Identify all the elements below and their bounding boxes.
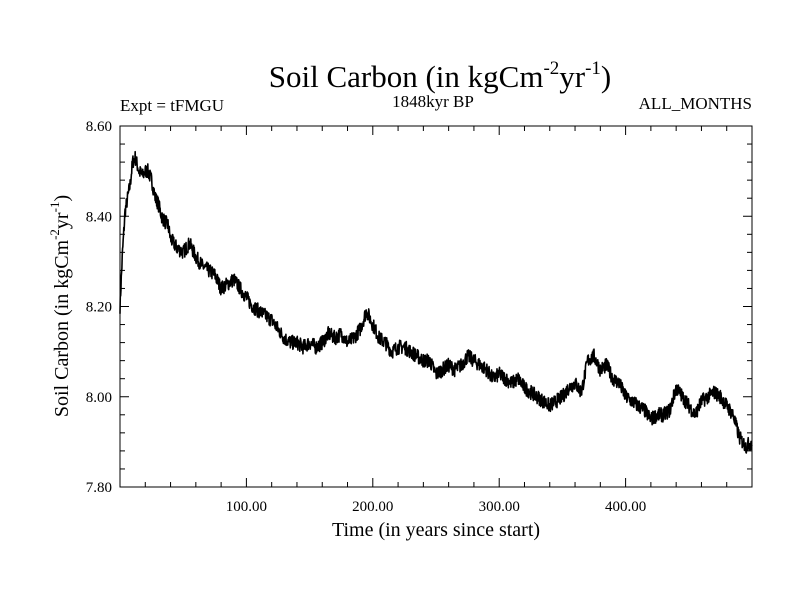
y-tick-label: 8.60 — [86, 119, 112, 135]
chart-title: Soil Carbon (in kgCm-2yr-1) — [269, 58, 612, 94]
plot-frame — [119, 125, 753, 488]
series-line-soil-carbon — [119, 150, 753, 454]
y-tick-label: 8.40 — [86, 209, 112, 225]
experiment-label: Expt = tFMGU — [120, 96, 224, 115]
x-tick-label: 200.00 — [352, 499, 393, 515]
x-tick-label: 100.00 — [226, 499, 267, 515]
y-tick-label: 8.20 — [86, 300, 112, 316]
x-axis-label: Time (in years since start) — [332, 519, 540, 541]
y-axis: 7.80 8.00 8.20 8.40 8.60 — [86, 119, 752, 496]
period-label: 1848kyr BP — [392, 92, 474, 111]
x-tick-label: 300.00 — [479, 499, 520, 515]
months-label: ALL_MONTHS — [639, 94, 752, 113]
y-tick-label: 7.80 — [86, 480, 112, 496]
y-tick-label: 8.00 — [86, 390, 112, 406]
x-axis: 100.00 200.00 300.00 400.00 — [144, 126, 728, 515]
y-axis-label: Soil Carbon (in kgCm-2yr-1) — [47, 195, 73, 417]
series-layer — [119, 150, 753, 454]
x-tick-label: 400.00 — [605, 499, 646, 515]
